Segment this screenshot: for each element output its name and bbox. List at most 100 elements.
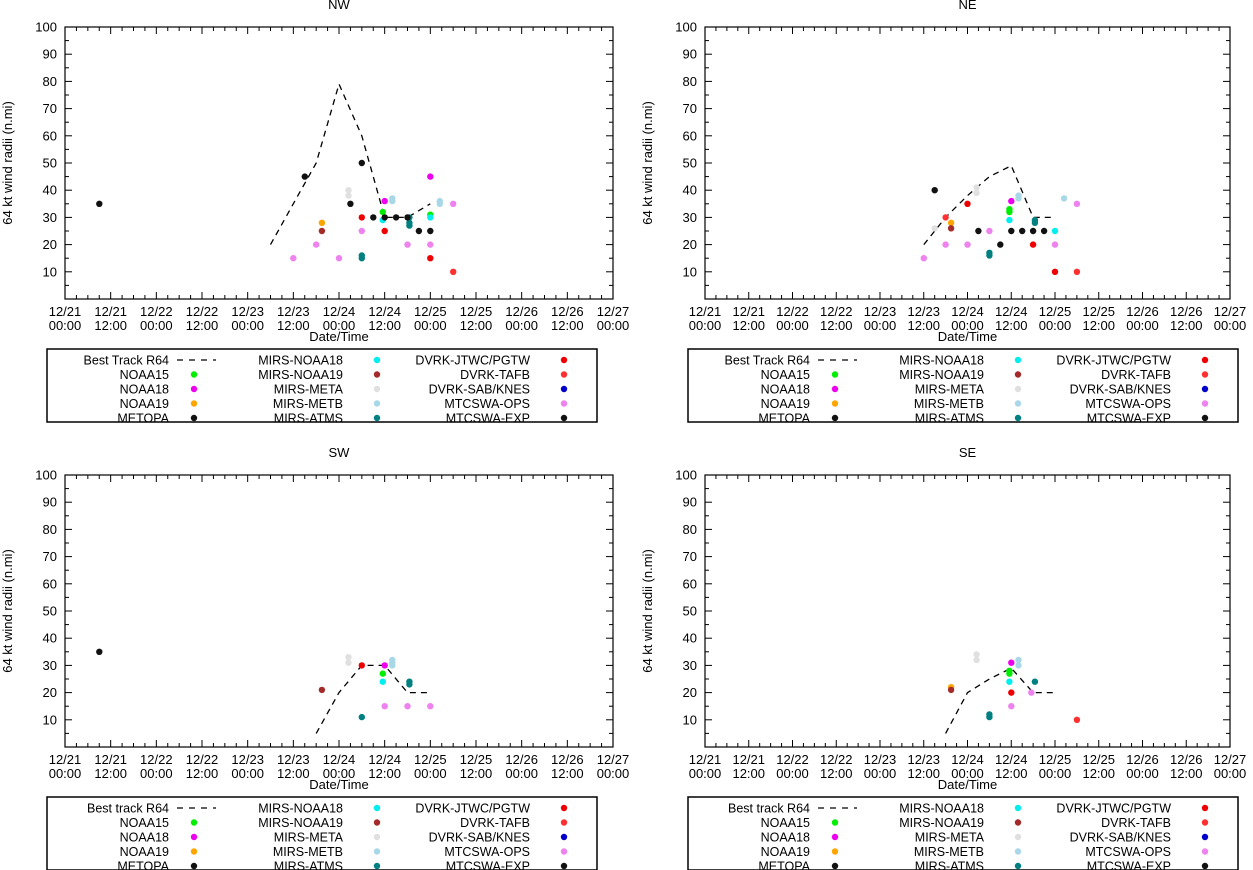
legend-label: NOAA15 <box>120 816 169 830</box>
y-tick-label: 50 <box>43 604 57 619</box>
point-mtcswa-exp <box>427 227 434 235</box>
point-mirs-metb <box>1015 656 1022 664</box>
legend-symbol-mirs-meta <box>1014 385 1022 393</box>
legend-symbol-mirs-noaa18 <box>373 804 381 812</box>
point-mtcswa-ops <box>404 241 411 248</box>
x-axis-label: Date/Time <box>938 777 997 792</box>
point-mirs-atms <box>358 713 365 721</box>
point-noaa15 <box>1006 206 1013 213</box>
legend-label: DVRK-TAFB <box>460 816 530 830</box>
point-mtcswa-ops <box>313 241 320 248</box>
x-axis-label: Date/Time <box>309 777 368 792</box>
x-tick-label-date: 12/21 <box>94 752 127 767</box>
x-tick-label-time: 00:00 <box>864 318 897 333</box>
point-metopa <box>301 173 308 180</box>
x-tick-label-date: 12/27 <box>597 304 630 319</box>
y-tick-label: 100 <box>35 468 57 483</box>
point-mtcswa-ops <box>942 241 949 248</box>
point-dvrk-jtwc-pgtw <box>381 227 388 235</box>
legend-label: DVRK-TAFB <box>1101 368 1171 382</box>
x-tick-label-time: 12:00 <box>732 318 765 333</box>
x-tick-label-date: 12/22 <box>776 752 809 767</box>
legend-label: MTCSWA-OPS <box>1085 845 1171 859</box>
y-tick-label: 70 <box>683 549 697 564</box>
y-tick-label: 90 <box>43 495 57 510</box>
legend-symbol-noaa15 <box>831 371 839 378</box>
x-tick-label-date: 12/24 <box>368 752 401 767</box>
y-tick-label: 90 <box>683 47 697 62</box>
x-tick-label-date: 12/27 <box>597 752 630 767</box>
legend-label: MIRS-ATMS <box>915 860 984 870</box>
legend-label: NOAA15 <box>761 816 810 830</box>
x-axis-label: Date/Time <box>309 329 368 344</box>
legend-symbol-mtcswa-ops <box>1201 400 1209 407</box>
point-mtcswa-exp <box>975 227 982 235</box>
point-metopa <box>358 159 365 167</box>
legend-label: DVRK-SAB/KNES <box>1070 831 1171 845</box>
y-tick-label: 60 <box>683 128 697 143</box>
x-tick-label-time: 00:00 <box>597 318 630 333</box>
legend-label: Best track R64 <box>87 802 169 816</box>
x-tick-label-time: 00:00 <box>323 318 356 333</box>
y-tick-label: 50 <box>683 156 697 171</box>
legend-symbol-mtcswa-ops <box>560 848 568 855</box>
y-tick-label: 70 <box>43 101 57 116</box>
x-tick-label-time: 00:00 <box>140 318 173 333</box>
legend-symbol-mtcswa-exp <box>560 414 568 422</box>
legend-symbol-mirs-atms <box>1014 414 1022 422</box>
legend-symbol-noaa18 <box>831 385 839 393</box>
point-noaa15 <box>1006 670 1013 677</box>
x-tick-label-time: 12:00 <box>94 318 127 333</box>
x-tick-label-time: 12:00 <box>186 766 219 781</box>
legend-symbol-dvrk-tafb <box>560 819 568 826</box>
point-mirs-metb <box>1060 195 1068 202</box>
point-mirs-noaa19 <box>947 225 955 232</box>
x-tick-label-date: 12/26 <box>551 304 584 319</box>
legend-symbol-mirs-noaa19 <box>1014 371 1022 378</box>
point-mtcswa-exp <box>997 241 1004 248</box>
legend-label: MIRS-NOAA19 <box>258 816 343 830</box>
y-tick-label: 80 <box>43 522 57 537</box>
point-mtcswa-ops <box>1008 703 1015 710</box>
point-mirs-atms <box>1031 219 1039 226</box>
x-tick-label-time: 12:00 <box>368 766 401 781</box>
point-mtcswa-ops <box>381 703 388 710</box>
legend-label: NOAA15 <box>761 368 810 382</box>
legend-symbol-dvrk-sab-knes <box>560 385 568 393</box>
legend-symbol-mirs-noaa18 <box>373 356 381 364</box>
point-noaa18 <box>381 197 388 205</box>
chart-title: NE <box>958 0 976 12</box>
point-noaa18 <box>381 662 388 669</box>
legend-label: MTCSWA-EXP <box>446 860 530 870</box>
chart-panel-nw: NW10203040506070809010012/2100:0012/2112… <box>0 0 629 426</box>
x-tick-label-time: 00:00 <box>505 766 538 781</box>
legend-symbol-dvrk-sab-knes <box>560 833 568 841</box>
x-tick-label-date: 12/21 <box>49 304 82 319</box>
x-tick-label-date: 12/22 <box>186 752 219 767</box>
chart-panel-ne: NE10203040506070809010012/2100:0012/2112… <box>640 0 1246 426</box>
point-noaa15 <box>379 208 386 216</box>
point-dvrk-jtwc-pgtw <box>1008 689 1015 696</box>
x-tick-label-time: 12:00 <box>995 766 1028 781</box>
legend-symbol-noaa19 <box>831 400 839 407</box>
chart-panel-sw: SW10203040506070809010012/2100:0012/2112… <box>0 445 629 870</box>
x-tick-label-date: 12/23 <box>277 752 310 767</box>
point-mirs-noaa18 <box>379 678 386 685</box>
x-tick-label-date: 12/22 <box>140 752 173 767</box>
point-mtcswa-exp <box>1040 227 1048 235</box>
point-metopa <box>96 200 103 207</box>
point-mtcswa-ops <box>986 227 993 235</box>
x-tick-label-time: 00:00 <box>1214 318 1247 333</box>
x-tick-label-time: 12:00 <box>277 318 310 333</box>
x-tick-label-date: 12/22 <box>186 304 219 319</box>
legend-label: MIRS-NOAA18 <box>258 802 343 816</box>
x-tick-label-date: 12/25 <box>1039 304 1072 319</box>
x-tick-label-time: 12:00 <box>1170 318 1203 333</box>
x-tick-label-time: 00:00 <box>1039 766 1072 781</box>
point-mirs-noaa18 <box>1051 227 1059 235</box>
point-mtcswa-exp <box>392 214 400 221</box>
point-dvrk-jtwc-pgtw <box>1051 268 1059 275</box>
point-dvrk-tafb <box>942 214 949 221</box>
point-dvrk-jtwc-pgtw <box>427 255 434 262</box>
legend-symbol-noaa19 <box>190 400 198 407</box>
